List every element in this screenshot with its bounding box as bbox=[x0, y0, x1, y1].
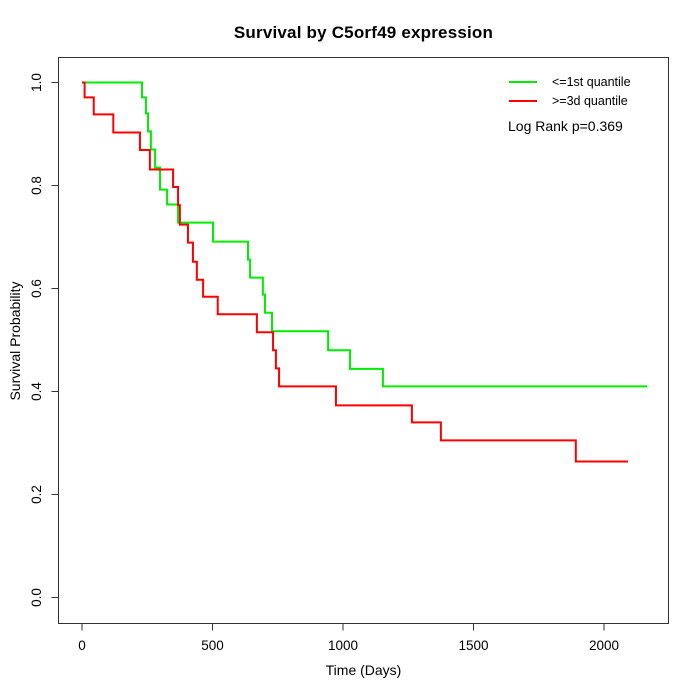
x-axis-label: Time (Days) bbox=[325, 662, 402, 678]
legend-item-third-quantile: >=3d quantile bbox=[509, 91, 631, 110]
svg-text:500: 500 bbox=[201, 638, 224, 653]
y-axis-label: Survival Probability bbox=[7, 281, 23, 401]
legend: <=1st quantile >=3d quantile bbox=[509, 72, 631, 110]
legend-line-green bbox=[509, 80, 537, 83]
svg-text:1000: 1000 bbox=[328, 638, 358, 653]
svg-text:0.8: 0.8 bbox=[29, 176, 44, 195]
log-rank-annotation: Log Rank p=0.369 bbox=[508, 118, 623, 134]
svg-text:0.4: 0.4 bbox=[29, 382, 44, 401]
svg-text:2000: 2000 bbox=[589, 638, 619, 653]
svg-text:0.6: 0.6 bbox=[29, 279, 44, 298]
svg-text:1.0: 1.0 bbox=[29, 73, 44, 92]
svg-text:0.2: 0.2 bbox=[29, 485, 44, 504]
svg-text:0.0: 0.0 bbox=[29, 588, 44, 607]
svg-text:0: 0 bbox=[78, 638, 86, 653]
legend-item-first-quantile: <=1st quantile bbox=[509, 72, 631, 91]
legend-label: >=3d quantile bbox=[552, 93, 628, 108]
svg-text:1500: 1500 bbox=[458, 638, 488, 653]
legend-line-red bbox=[509, 99, 537, 102]
legend-label: <=1st quantile bbox=[552, 74, 631, 89]
chart-title: Survival by C5orf49 expression bbox=[233, 23, 494, 42]
